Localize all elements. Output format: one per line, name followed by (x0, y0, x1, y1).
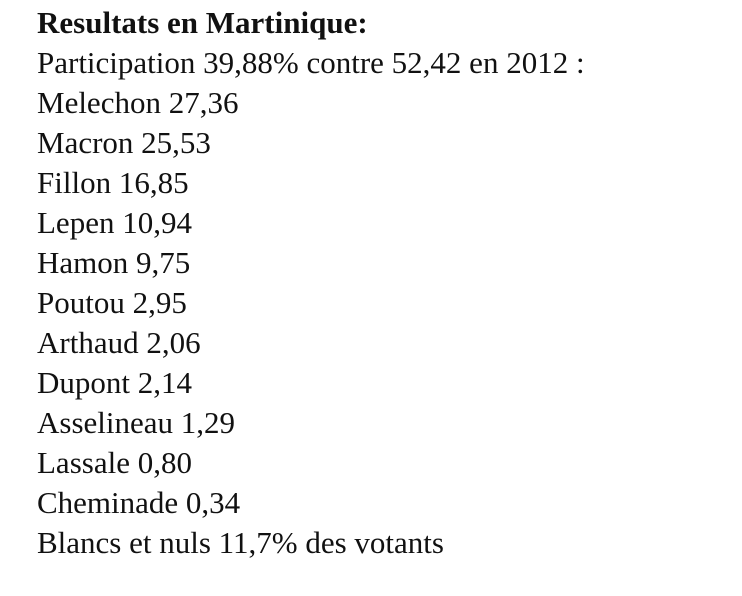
result-line: Melechon 27,36 (37, 85, 239, 120)
result-line: Asselineau 1,29 (37, 405, 236, 440)
result-line: Fillon 16,85 (37, 165, 189, 200)
result-line: Blancs et nuls 11,7% des votants (37, 525, 444, 560)
title: Resultats en Martinique: (37, 5, 368, 40)
result-line: Lepen 10,94 (37, 205, 192, 240)
result-line: Cheminade 0,34 (37, 485, 241, 520)
result-line: Lassale 0,80 (37, 445, 192, 480)
result-line: Dupont 2,14 (37, 365, 192, 400)
result-line: Arthaud 2,06 (37, 325, 201, 360)
result-line: Participation 39,88% contre 52,42 en 201… (37, 45, 585, 80)
result-line: Macron 25,53 (37, 125, 211, 160)
document: Resultats en Martinique: Participation 3… (37, 3, 585, 563)
result-line: Poutou 2,95 (37, 285, 187, 320)
result-line: Hamon 9,75 (37, 245, 191, 280)
